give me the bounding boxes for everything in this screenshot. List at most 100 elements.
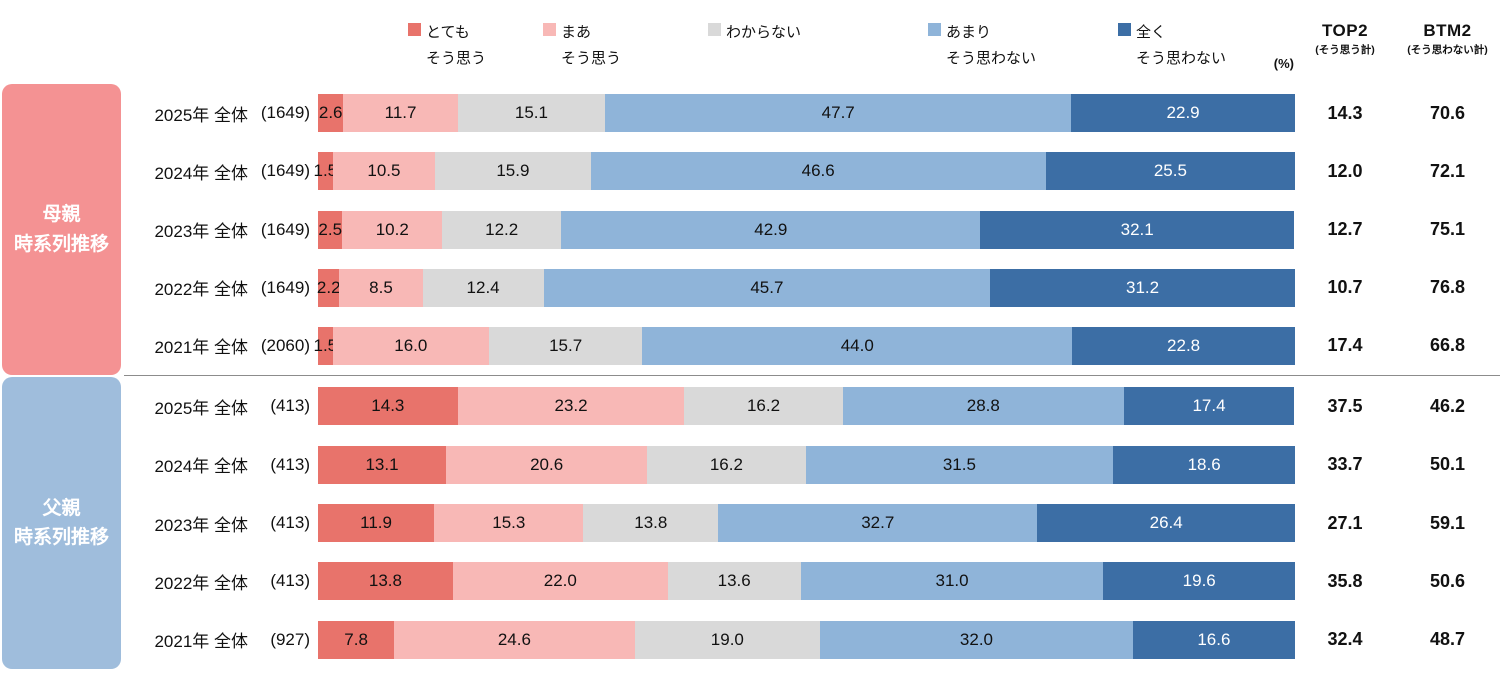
legend-item: まあ そう思う (543, 20, 621, 73)
bar-segment: 10.5 (332, 152, 436, 191)
legend-label-line1: とても (426, 24, 470, 41)
row-sample-size: (413) (270, 513, 310, 533)
legend-label-line2: そう思う (426, 50, 487, 68)
bar-segment: 23.2 (457, 387, 685, 426)
legend-swatch-icon (928, 23, 941, 36)
legend-swatch-icon (1118, 23, 1131, 36)
row-sample-size: (1649) (260, 219, 310, 239)
btm2-value: 66.8 (1429, 335, 1466, 356)
bar-segment: 13.8 (583, 504, 719, 543)
data-row: 2024年 全体 (413) 13.1 20.6 16.2 31.5 18.6 33.7 50.… (128, 435, 1500, 493)
bar-segment: 22.0 (452, 562, 668, 601)
bar-segment: 15.7 (488, 326, 643, 365)
btm2-value: 75.1 (1429, 219, 1466, 239)
stacked-bar: 2.5 10.2 12.2 42.9 32.1 (318, 210, 1295, 249)
legend-label-line2: そう思わない (1136, 50, 1227, 68)
btm2-value: 46.2 (1429, 395, 1466, 416)
legend-label: まあ そう思う (561, 20, 621, 73)
bar-segment: 24.6 (394, 620, 635, 659)
row-sample-size: (1649) (260, 277, 310, 297)
legend-item: とても そう思う (408, 20, 486, 73)
bar-segment: 18.6 (1113, 445, 1295, 484)
stacked-bar: 7.8 24.6 19.0 32.0 16.6 (318, 620, 1295, 659)
legend-label-line2: そう思わない (946, 50, 1037, 68)
top2-column-header: TOP2 (そう思う計) (1295, 21, 1395, 57)
top2-value: 27.1 (1327, 512, 1363, 533)
legend-label-line1: 全く (1136, 24, 1167, 41)
bar-segment: 28.8 (842, 387, 1124, 426)
top2-value: 35.8 (1327, 570, 1363, 591)
data-row: 2022年 全体 (1649) 2.2 8.5 12.4 45.7 31.2 10.7 76.8 (128, 259, 1500, 317)
top2-value: 17.4 (1327, 335, 1363, 356)
legend-label-line1: わからない (726, 24, 802, 41)
group-label-line1: 母親 (42, 204, 81, 226)
legend: とても そう思う まあ そう思う わからない あまり そう思わない 全く そう思わない (0, 20, 1500, 72)
row-sample-size: (413) (270, 454, 310, 474)
bar-segment: 1.5 (314, 326, 337, 365)
top2-value: 33.7 (1327, 454, 1363, 475)
row-year-label: 2024年 全体 (154, 457, 248, 477)
btm2-value: 59.1 (1429, 512, 1466, 533)
data-row: 2023年 全体 (1649) 2.5 10.2 12.2 42.9 32.1 12.7 75.… (128, 200, 1500, 258)
bar-segment: 13.6 (667, 562, 801, 601)
bar-segment: 12.2 (442, 210, 562, 249)
stacked-bar: 1.5 10.5 15.9 46.6 25.5 (314, 152, 1295, 191)
legend-label-line1: まあ (561, 24, 592, 41)
bar-segment: 17.4 (1124, 387, 1294, 426)
group-rows-mother: 2025年 全体 (1649) 2.6 11.7 15.1 47.7 22.9 14.3 70.… (128, 84, 1500, 375)
bar-segment: 14.3 (318, 387, 458, 426)
legend-label: わからない (726, 20, 801, 46)
bar-segment: 13.1 (318, 445, 446, 484)
bar-segment: 16.2 (684, 387, 843, 426)
bar-segment: 44.0 (642, 326, 1073, 365)
legend-label-line1: あまり (946, 24, 992, 41)
bar-segment: 13.8 (318, 562, 453, 601)
row-year-label: 2023年 全体 (154, 222, 248, 241)
bar-segment: 22.8 (1072, 326, 1295, 365)
row-year-label: 2021年 全体 (154, 632, 248, 652)
btm2-value: 50.6 (1429, 570, 1466, 591)
group-label-line2: 時系列推移 (13, 233, 109, 255)
row-year-label: 2023年 全体 (154, 515, 248, 535)
btm2-subtitle: (そう思わない計) (1407, 44, 1488, 56)
stacked-bar: 2.2 8.5 12.4 45.7 31.2 (317, 268, 1295, 307)
group-label-line2: 時系列推移 (13, 527, 109, 548)
row-sample-size: (2060) (260, 335, 310, 355)
bar-segment: 20.6 (445, 445, 648, 484)
bar-segment: 12.4 (422, 268, 544, 307)
bar-segment: 16.2 (647, 445, 806, 484)
btm2-value: 70.6 (1429, 102, 1466, 123)
bar-segment: 32.1 (980, 210, 1294, 249)
group-label-mother: 母親 時系列推移 (2, 84, 121, 375)
row-year-label: 2022年 全体 (154, 280, 248, 300)
legend-label: あまり そう思わない (946, 20, 1036, 73)
legend-label-line2: そう思う (561, 50, 622, 68)
row-sample-size: (927) (270, 629, 310, 649)
bar-segment: 26.4 (1037, 504, 1295, 543)
bar-segment: 15.3 (434, 504, 584, 543)
btm2-value: 50.1 (1429, 454, 1466, 475)
row-sample-size: (1649) (260, 161, 310, 181)
data-row: 2025年 全体 (413) 14.3 23.2 16.2 28.8 17.4 37.5 46.… (128, 377, 1500, 435)
bar-segment: 46.6 (590, 152, 1046, 191)
top2-value: 12.7 (1327, 219, 1363, 239)
btm2-value: 72.1 (1429, 160, 1466, 181)
bar-segment: 31.5 (805, 445, 1114, 484)
data-row: 2024年 全体 (1649) 1.5 10.5 15.9 46.6 25.5 12.0 72.… (128, 142, 1500, 200)
legend-item: わからない (708, 20, 801, 46)
stacked-bar: 14.3 23.2 16.2 28.8 17.4 (318, 387, 1295, 426)
btm2-value: 48.7 (1429, 629, 1466, 650)
bar-segment: 32.7 (718, 504, 1038, 543)
top2-subtitle: (そう思う計) (1315, 44, 1375, 56)
percent-unit-label: (%) (1273, 56, 1294, 71)
bar-segment: 25.5 (1045, 152, 1295, 191)
stacked-bar: 2.6 11.7 15.1 47.7 22.9 (318, 94, 1295, 133)
top2-value: 10.7 (1327, 277, 1363, 298)
top2-title: TOP2 (1321, 21, 1369, 40)
bar-segment: 2.5 (318, 210, 343, 249)
bar-segment: 16.0 (332, 326, 489, 365)
row-year-label: 2022年 全体 (154, 573, 248, 593)
top2-value: 32.4 (1327, 629, 1363, 650)
group-label-line1: 父親 (42, 497, 81, 519)
